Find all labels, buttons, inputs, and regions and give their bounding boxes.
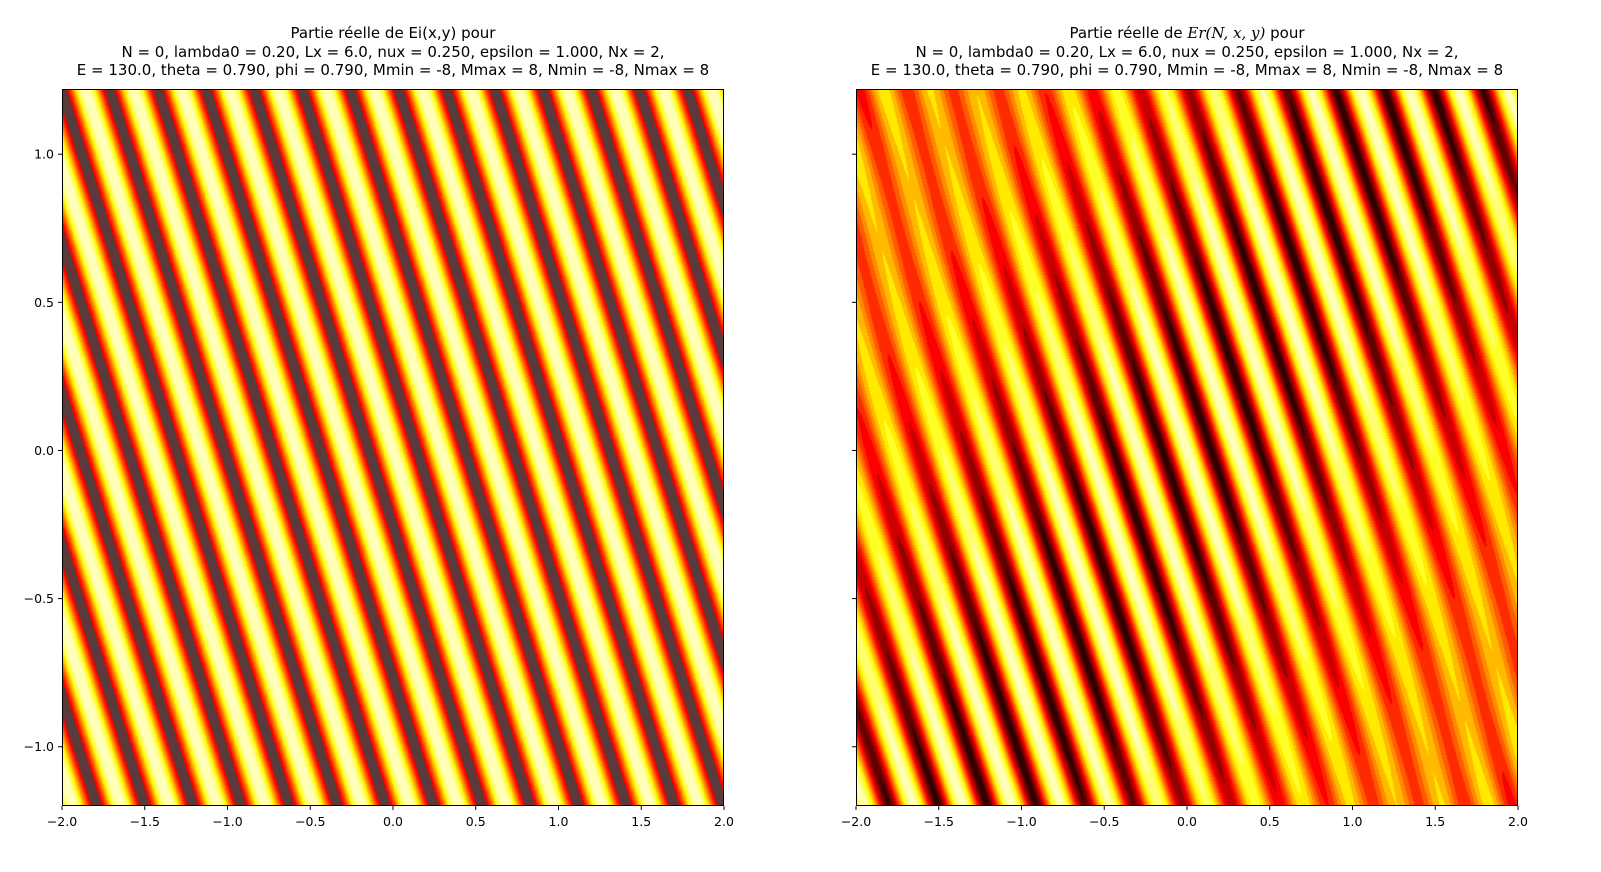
chart-1-x-tick-label: 0.0 [383, 814, 403, 829]
chart-2-title-line-2: N = 0, lambda0 = 0.20, Lx = 6.0, nux = 0… [915, 42, 1459, 61]
chart-1-frame [62, 89, 724, 806]
chart-1-x-tick-label: −2.0 [47, 814, 77, 829]
chart-1-y-tick-label: 1.0 [34, 147, 54, 162]
chart-1-heatmap [62, 89, 724, 806]
chart-2-title-math: Er(N, x, y) [1187, 24, 1266, 42]
chart-2-x-tick-label: 0.0 [1177, 814, 1197, 829]
chart-1-title: Partie réelle de Ei(x,y) pour N = 0, lam… [62, 24, 724, 80]
chart-2-title-line-3: E = 130.0, theta = 0.790, phi = 0.790, M… [870, 61, 1504, 79]
chart-1-title-line-3: E = 130.0, theta = 0.790, phi = 0.790, M… [76, 61, 710, 79]
chart-2-x-tick-label: 1.5 [1425, 814, 1445, 829]
chart-2-title: Partie réelle de Er(N, x, y) pour N = 0,… [856, 24, 1518, 80]
chart-1-y-tick-label: 0.0 [34, 443, 54, 458]
chart-2-x-tick-label: −2.0 [841, 814, 871, 829]
chart-1-y-tick-label: −0.5 [24, 591, 54, 606]
chart-1-x-tick-label: −1.0 [212, 814, 242, 829]
chart-2-x-tick-label: −1.5 [924, 814, 954, 829]
chart-1-y-tick-label: 0.5 [34, 295, 54, 310]
chart-1-axes: −2.0 −1.5 −1.0 −0.5 0.0 0.5 1.0 1.5 2.0 1.0 0.5 0.0… [24, 89, 734, 829]
chart-1-x-tick-label: 0.5 [466, 814, 486, 829]
chart-1-x-tick-label: 1.5 [631, 814, 651, 829]
chart-2-title-line-1: Partie réelle de Er(N, x, y) pour [856, 24, 1518, 43]
chart-2-x-tick-label: 1.0 [1343, 814, 1363, 829]
chart-2-x-tick-label: 2.0 [1508, 814, 1528, 829]
chart-2-title-suffix: pour [1265, 24, 1305, 42]
chart-2-frame [856, 89, 1518, 806]
chart-2-heatmap [856, 89, 1518, 806]
chart-2-x-tick-label: −1.0 [1006, 814, 1036, 829]
chart-1-x-tick-label: −1.5 [130, 814, 160, 829]
chart-2-title-prefix: Partie réelle de [1069, 24, 1188, 42]
chart-2-x-tick-label: −0.5 [1089, 814, 1119, 829]
chart-1-title-line-2: N = 0, lambda0 = 0.20, Lx = 6.0, nux = 0… [121, 42, 665, 61]
chart-1-title-line-1: Partie réelle de Ei(x,y) pour [290, 24, 496, 42]
chart-1-y-tick-label: −1.0 [24, 739, 54, 754]
chart-1-x-tick-label: 1.0 [549, 814, 569, 829]
chart-2-axes: −2.0 −1.5 −1.0 −0.5 0.0 0.5 1.0 1.5 2.0 [841, 89, 1528, 829]
chart-1-x-tick-label: 2.0 [714, 814, 734, 829]
chart-2-x-tick-label: 0.5 [1260, 814, 1280, 829]
chart-1-x-tick-label: −0.5 [295, 814, 325, 829]
